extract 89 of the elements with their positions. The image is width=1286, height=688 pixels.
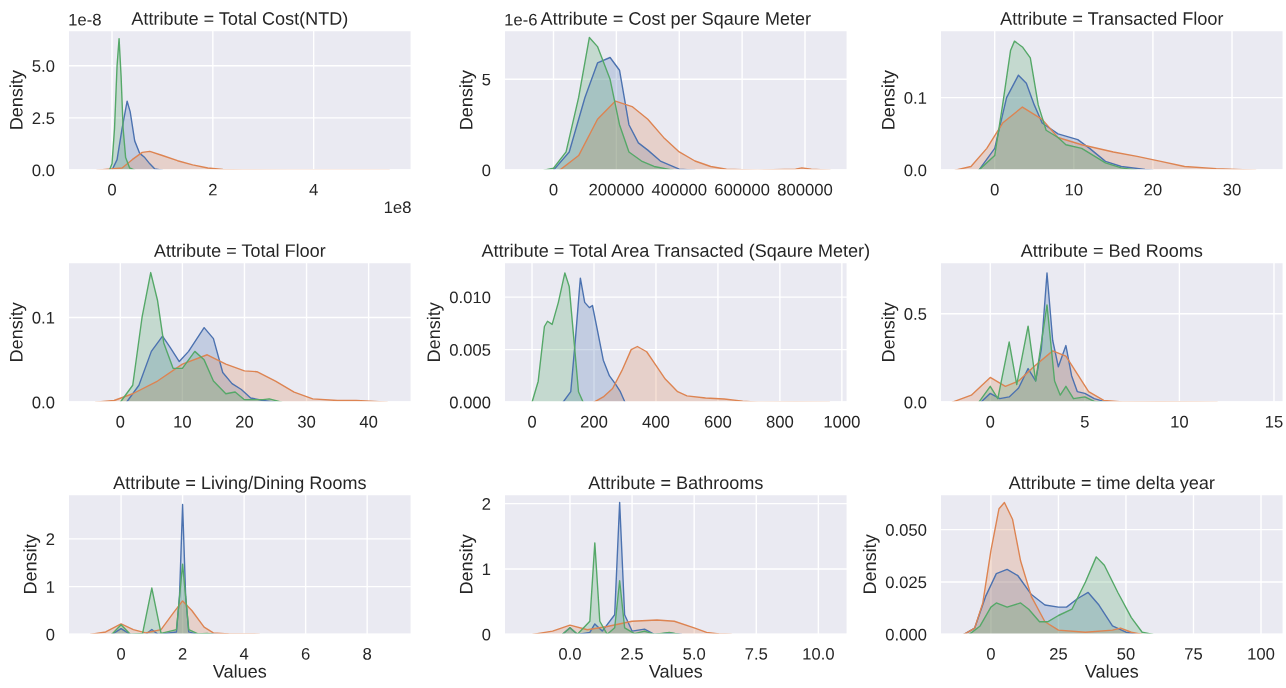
y-tick-label: 2 <box>482 498 491 510</box>
x-tick-label: 400 <box>642 415 670 428</box>
y-tick-label: 5 <box>482 73 491 86</box>
chart-title: Attribute = Total Area Transacted (Sqaure Meter) <box>481 243 869 261</box>
x-tick-label: 0 <box>549 183 558 196</box>
x-tick-label: 25 <box>1050 647 1068 660</box>
x-tick-label: 200 <box>580 415 608 428</box>
chart-title: Attribute = Total Cost(NTD) <box>131 11 348 29</box>
y-axis-title: Density <box>459 70 477 129</box>
x-axis-title: Values <box>648 664 703 678</box>
y-tick-label: 5.0 <box>32 60 55 72</box>
y-tick-label: 0 <box>46 628 55 641</box>
y-axis-title: Density <box>881 70 899 129</box>
x-tick-label: 10 <box>174 415 191 428</box>
x-tick-label: 800000 <box>777 183 833 196</box>
y-axis-title: Density <box>23 534 41 594</box>
y-tick-label: 0.005 <box>449 344 491 356</box>
y-tick-label: 0.0 <box>904 164 927 177</box>
y-tick-label: 0.1 <box>32 311 55 324</box>
y-tick-label: 0.0 <box>904 396 927 409</box>
x-tick-label: 4 <box>309 183 318 196</box>
x-axis-title: Values <box>1084 664 1139 678</box>
x-tick-label: 0 <box>528 415 537 428</box>
chart-title: Attribute = Bathrooms <box>588 475 763 490</box>
x-tick-label: 0 <box>986 647 995 660</box>
x-tick-label: 2 <box>178 647 187 660</box>
y-tick-label: 2 <box>46 533 55 545</box>
x-tick-label: 0 <box>990 183 999 196</box>
x-tick-label: 600 <box>704 415 732 428</box>
x-tick-label: 20 <box>1144 183 1162 196</box>
y-tick-label: 0.010 <box>449 291 491 304</box>
y-axis-title: Density <box>9 70 27 129</box>
y-tick-label: 1 <box>46 581 55 593</box>
x-tick-label: 0 <box>986 415 995 428</box>
x-tick-label: 10 <box>1171 415 1189 428</box>
y-tick-label: 0 <box>482 628 491 641</box>
x-tick-label: 8 <box>363 647 372 660</box>
x-tick-label: 50 <box>1117 647 1135 660</box>
x-tick-label: 1000 <box>824 415 860 428</box>
x-tick-label: 400000 <box>651 183 707 196</box>
x-tick-label: 2.5 <box>621 647 643 660</box>
x-tick-label: 4 <box>239 648 249 660</box>
x-tick-label: 20 <box>236 415 254 428</box>
y-axis-title: Density <box>459 534 477 594</box>
y-tick-label: 0.0 <box>32 164 55 177</box>
y-axis-title: Density <box>881 302 899 361</box>
x-tick-label: 0 <box>117 647 126 660</box>
y-tick-label: 1 <box>482 563 491 576</box>
x-tick-label: 5.0 <box>683 647 706 660</box>
y-axis-title: Density <box>426 302 444 361</box>
x-tick-label: 600000 <box>715 183 770 196</box>
x-tick-label: 10.0 <box>803 647 834 660</box>
y-axis-title: Density <box>862 534 880 594</box>
text: 1e8 <box>384 201 411 214</box>
y-axis-title: Density <box>9 302 27 361</box>
x-tick-label: 75 <box>1185 648 1203 660</box>
chart-title: Attribute = Bed Rooms <box>1020 243 1203 258</box>
x-tick-label: 5 <box>1080 416 1089 428</box>
y-tick-label: 0 <box>482 164 491 177</box>
text: 1e-6 <box>505 13 537 26</box>
chart-title: Attribute = time delta year <box>1008 475 1215 493</box>
chart-title: Attribute = Cost per Sqaure Meter <box>540 11 811 29</box>
x-tick-label: 6 <box>301 647 310 660</box>
x-tick-label: 100 <box>1248 647 1275 660</box>
x-axis-title: Values <box>212 664 267 678</box>
chart-title: Attribute = Total Floor <box>153 243 326 258</box>
y-tick-label: 0.000 <box>449 396 491 409</box>
y-tick-label: 0.025 <box>885 576 927 589</box>
x-tick-label: 0 <box>116 415 125 428</box>
y-tick-label: 0.0 <box>32 396 55 409</box>
y-tick-label: 0.1 <box>904 92 927 104</box>
x-tick-label: 200000 <box>589 183 644 196</box>
x-tick-label: 800 <box>766 415 794 428</box>
x-tick-label: 15 <box>1265 416 1283 428</box>
x-tick-label: 7.5 <box>745 648 768 660</box>
y-tick-label: 0.050 <box>885 524 927 536</box>
x-tick-label: 0 <box>108 183 116 196</box>
x-tick-label: 0.0 <box>559 647 581 660</box>
y-tick-label: 0.5 <box>904 308 927 320</box>
text: 1e-8 <box>69 13 101 26</box>
chart-title: Attribute = Transacted Floor <box>1000 11 1224 25</box>
x-tick-label: 40 <box>359 415 378 428</box>
x-tick-label: 2 <box>209 183 217 196</box>
chart-title: Attribute = Living/Dining Rooms <box>113 475 366 493</box>
y-tick-label: 2.5 <box>32 112 55 125</box>
x-tick-label: 10 <box>1065 183 1083 196</box>
y-tick-label: 0.000 <box>885 628 927 641</box>
x-tick-label: 30 <box>297 415 316 428</box>
x-tick-label: 30 <box>1223 183 1241 196</box>
